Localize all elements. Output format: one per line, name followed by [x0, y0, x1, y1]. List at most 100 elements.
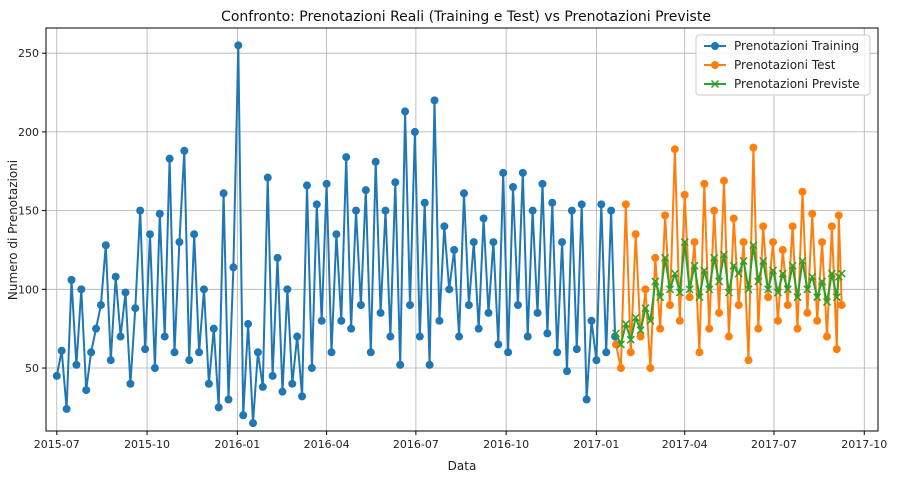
data-point — [827, 269, 836, 278]
data-point — [719, 250, 728, 259]
data-point — [729, 261, 738, 270]
data-point — [749, 241, 758, 250]
data-point — [666, 301, 674, 310]
data-point — [518, 168, 527, 177]
data-point — [92, 324, 101, 333]
data-point — [582, 395, 591, 404]
data-point — [744, 356, 753, 365]
data-point — [131, 304, 140, 313]
data-point — [646, 364, 655, 373]
data-point — [533, 308, 542, 317]
data-point — [150, 364, 159, 373]
data-point — [837, 301, 846, 310]
data-point — [764, 285, 773, 294]
data-point — [253, 348, 262, 357]
data-point — [788, 222, 797, 231]
data-point — [219, 189, 228, 198]
data-point — [656, 324, 665, 333]
data-point — [293, 332, 302, 341]
x-tick-label: 2017-04 — [662, 438, 708, 451]
legend-marker — [710, 79, 720, 89]
data-point — [690, 261, 699, 270]
data-point — [420, 198, 429, 207]
data-point — [675, 288, 684, 297]
data-point — [361, 186, 370, 195]
data-point — [744, 285, 753, 294]
data-point — [62, 404, 71, 413]
data-point — [415, 332, 424, 341]
data-point — [587, 316, 596, 325]
data-point — [484, 308, 493, 317]
data-point — [670, 269, 679, 278]
data-point — [567, 206, 576, 215]
data-point — [788, 261, 797, 270]
data-point — [391, 178, 400, 187]
data-point — [695, 293, 704, 302]
data-point — [803, 285, 812, 294]
data-point — [685, 293, 694, 302]
data-point — [768, 266, 778, 275]
data-point — [136, 206, 145, 215]
data-point — [396, 360, 405, 369]
data-point — [317, 316, 326, 325]
data-point — [641, 285, 650, 294]
data-point — [450, 245, 459, 254]
data-point — [734, 269, 743, 278]
data-point — [244, 319, 253, 328]
series-line — [615, 241, 843, 346]
data-point — [818, 238, 827, 247]
data-point — [818, 277, 827, 286]
data-point — [769, 238, 778, 247]
series-2 — [612, 143, 846, 373]
data-point — [636, 326, 645, 335]
data-point — [111, 272, 120, 281]
data-point — [778, 245, 787, 254]
data-point — [352, 206, 361, 215]
data-point — [700, 266, 709, 275]
y-tick-label: 50 — [25, 362, 39, 375]
data-point — [832, 293, 841, 302]
chart-title: Confronto: Prenotazioni Reali (Training … — [221, 9, 711, 25]
data-point — [327, 348, 336, 357]
data-point — [651, 253, 660, 262]
data-point — [239, 411, 248, 420]
x-tick-label: 2017-07 — [751, 438, 797, 451]
data-point — [651, 277, 660, 286]
data-point — [562, 367, 571, 376]
data-point — [690, 238, 699, 247]
legend: Prenotazioni Training Prenotazioni Test Pr… — [695, 34, 871, 96]
data-point — [577, 200, 586, 209]
data-point — [155, 209, 164, 218]
data-point — [101, 241, 110, 250]
data-point — [371, 157, 380, 166]
data-point — [332, 230, 341, 239]
data-point — [548, 198, 557, 207]
data-point — [96, 301, 105, 310]
data-point — [464, 301, 473, 310]
legend-entry: Prenotazioni Previste — [704, 77, 860, 91]
y-tick-label: 250 — [18, 47, 39, 60]
data-point — [195, 348, 204, 357]
x-tick-label: 2017-01 — [573, 438, 619, 451]
data-point — [597, 200, 606, 209]
data-point — [513, 301, 522, 310]
data-point — [406, 301, 414, 310]
data-point — [631, 313, 640, 322]
data-point — [764, 293, 773, 302]
x-tick-label: 2016-07 — [393, 438, 439, 451]
y-axis-label: Numero di Prenotazioni — [6, 160, 20, 300]
data-point — [724, 332, 733, 341]
data-point — [146, 230, 154, 239]
data-point — [67, 275, 76, 284]
data-point — [616, 364, 625, 373]
data-point — [705, 324, 714, 333]
data-point — [258, 382, 267, 391]
data-point — [209, 324, 218, 333]
data-point — [504, 348, 513, 357]
x-tick-label: 2017-10 — [841, 438, 887, 451]
data-point — [641, 304, 650, 313]
data-point — [719, 176, 728, 185]
data-point — [356, 301, 365, 310]
data-point — [754, 277, 763, 286]
